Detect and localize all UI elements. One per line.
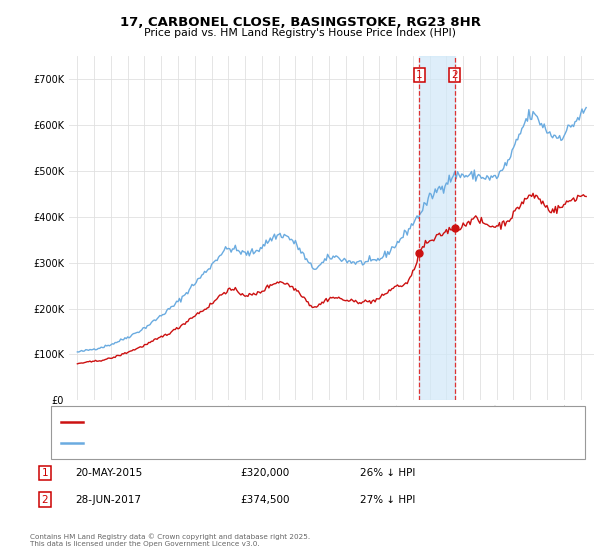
Text: 2: 2 xyxy=(41,494,49,505)
Text: 1: 1 xyxy=(416,70,422,80)
Text: 28-JUN-2017: 28-JUN-2017 xyxy=(75,494,141,505)
Text: 26% ↓ HPI: 26% ↓ HPI xyxy=(360,468,415,478)
Text: 1: 1 xyxy=(41,468,49,478)
Text: Contains HM Land Registry data © Crown copyright and database right 2025.
This d: Contains HM Land Registry data © Crown c… xyxy=(30,533,310,547)
Text: 27% ↓ HPI: 27% ↓ HPI xyxy=(360,494,415,505)
Text: 17, CARBONEL CLOSE, BASINGSTOKE, RG23 8HR (detached house): 17, CARBONEL CLOSE, BASINGSTOKE, RG23 8H… xyxy=(87,418,389,427)
Text: 20-MAY-2015: 20-MAY-2015 xyxy=(75,468,142,478)
Text: 17, CARBONEL CLOSE, BASINGSTOKE, RG23 8HR: 17, CARBONEL CLOSE, BASINGSTOKE, RG23 8H… xyxy=(119,16,481,29)
Text: £374,500: £374,500 xyxy=(240,494,290,505)
Text: 2: 2 xyxy=(451,70,458,80)
Bar xyxy=(419,56,455,400)
Text: £320,000: £320,000 xyxy=(240,468,289,478)
Text: HPI: Average price, detached house, Basingstoke and Deane: HPI: Average price, detached house, Basi… xyxy=(87,438,361,447)
Text: Price paid vs. HM Land Registry's House Price Index (HPI): Price paid vs. HM Land Registry's House … xyxy=(144,28,456,38)
